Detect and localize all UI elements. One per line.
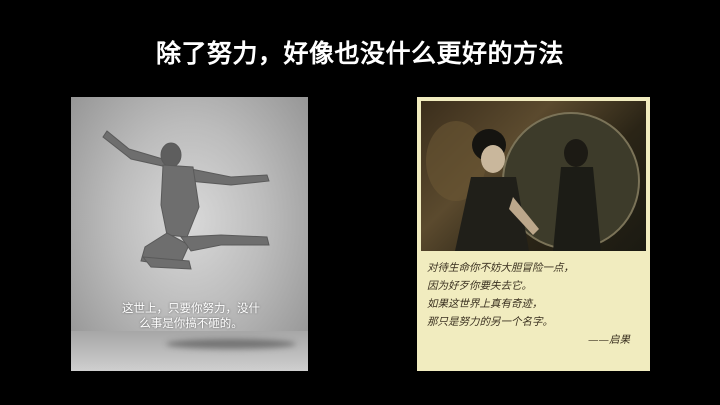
caption-line-1: 这世上，只要你努力，没什 <box>122 301 260 315</box>
poem-card: 对待生命你不妨大胆冒险一点， 因为好歹你要失去它。 如果这世界上真有奇迹， 那只… <box>417 97 650 371</box>
poem-signature: ——启果 <box>588 334 630 346</box>
photo-floor <box>71 331 308 371</box>
poem-text: 对待生命你不妨大胆冒险一点， 因为好歹你要失去它。 如果这世界上真有奇迹， 那只… <box>427 259 642 349</box>
dancer-shadow <box>166 339 296 349</box>
slide-title: 除了努力，好像也没什么更好的方法 <box>155 39 564 68</box>
poem-line: 对待生命你不妨大胆冒险一点， <box>427 262 574 274</box>
dancer-figure <box>102 130 270 270</box>
poem-line: 因为好歹你要失去它。 <box>427 280 532 292</box>
caption-line-2: 么事是你搞不砸的。 <box>139 316 243 330</box>
woman-illustration <box>426 112 640 251</box>
poem-line: 如果这世界上真有奇迹， <box>427 298 543 310</box>
photo-caption: 这世上，只要你努力，没什 么事是你搞不砸的。 <box>101 301 281 331</box>
dancer-photo: 这世上，只要你努力，没什 么事是你搞不砸的。 <box>71 97 308 371</box>
poem-line: 那只是努力的另一个名字。 <box>427 316 553 328</box>
woman-photo <box>421 101 646 251</box>
